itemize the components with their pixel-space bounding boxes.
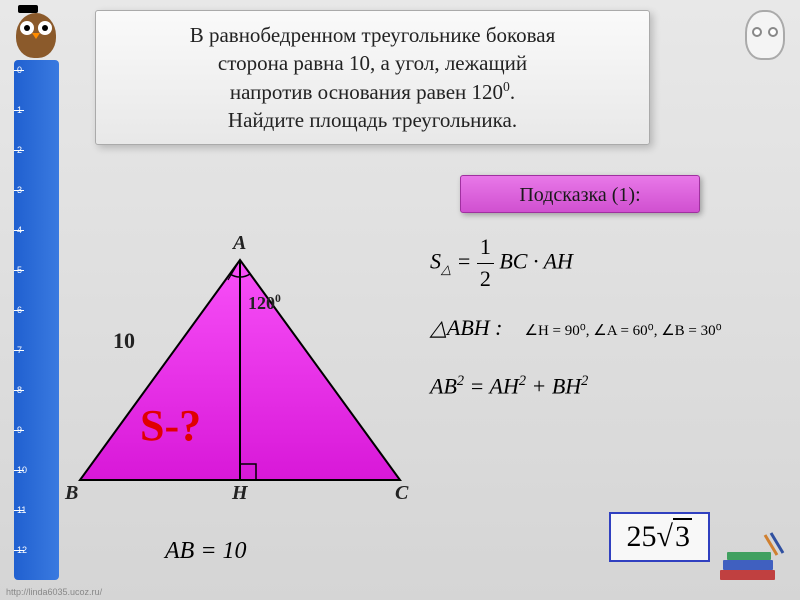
problem-line4: Найдите площадь треугольника. xyxy=(228,108,517,132)
triangle-svg xyxy=(65,240,415,500)
hint-label: Подсказка (1): xyxy=(519,184,640,206)
problem-line1: В равнобедренном треугольнике боковая xyxy=(190,23,556,47)
ab-value: AB = AB = 1010 xyxy=(165,538,247,565)
vertex-c-label: C xyxy=(395,482,408,505)
vertex-h-label: H xyxy=(232,482,248,505)
pythagoras: AB2 = AH2 + BH2 xyxy=(430,371,790,402)
problem-statement: В равнобедренном треугольнике боковая ст… xyxy=(95,10,650,145)
answer-root: 3 xyxy=(673,518,692,553)
face-decoration xyxy=(737,10,792,100)
vertex-b-label: B xyxy=(65,482,78,505)
side-ab-label: 10 xyxy=(113,328,135,354)
unknown-s-label: S-? xyxy=(140,400,201,451)
hint-button[interactable]: Подсказка (1): xyxy=(460,175,700,213)
triangle-figure: A B C H 10 1200 S-? xyxy=(65,240,415,530)
answer-value: 25 xyxy=(627,520,657,553)
vertex-a-label: A xyxy=(233,232,246,255)
url-watermark: http://linda6035.ucoz.ru/ xyxy=(6,587,102,597)
problem-line3: напротив основания равен 120 xyxy=(230,80,503,104)
owl-decoration xyxy=(8,8,63,63)
angle-a-label: 1200 xyxy=(248,292,281,314)
ruler-decoration: 0 1 2 3 4 5 6 7 8 9 10 11 12 xyxy=(14,60,59,580)
answer-box: 25√3 xyxy=(609,512,710,562)
problem-line3-sup: 0 xyxy=(503,79,510,94)
problem-line2: сторона равна 10, а угол, лежащий xyxy=(218,51,527,75)
area-formula: S△ = 12 BC · AH xyxy=(430,232,790,295)
triangle-abh: △ABH : ∠H = 90⁰, ∠A = 60⁰, ∠B = 30⁰ xyxy=(430,313,790,344)
formula-area: S△ = 12 BC · AH △ABH : ∠H = 90⁰, ∠A = 60… xyxy=(430,232,790,417)
books-decoration xyxy=(715,530,790,590)
